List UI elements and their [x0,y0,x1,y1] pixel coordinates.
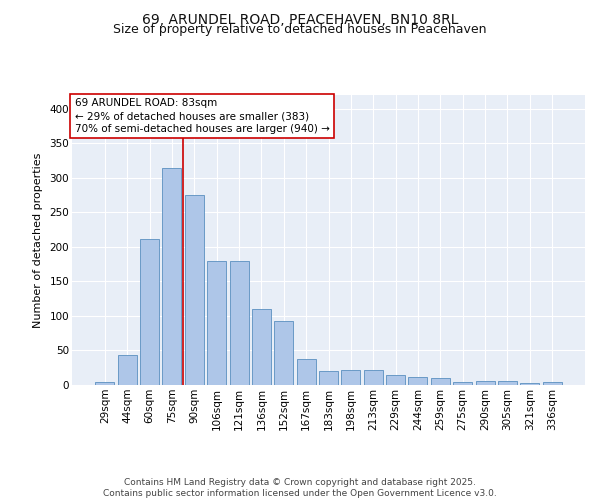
Bar [319,370,338,385]
Bar [163,168,181,385]
Bar [185,195,204,385]
Bar [520,383,539,385]
Bar [431,378,450,385]
Text: Contains HM Land Registry data © Crown copyright and database right 2025.
Contai: Contains HM Land Registry data © Crown c… [103,478,497,498]
Bar [386,376,405,385]
Y-axis label: Number of detached properties: Number of detached properties [32,152,43,328]
Bar [274,321,293,385]
Text: 69 ARUNDEL ROAD: 83sqm
← 29% of detached houses are smaller (383)
70% of semi-de: 69 ARUNDEL ROAD: 83sqm ← 29% of detached… [74,98,329,134]
Bar [118,354,137,385]
Bar [476,381,494,385]
Bar [341,370,361,385]
Bar [542,382,562,385]
Bar [364,370,383,385]
Bar [296,359,316,385]
Bar [140,238,159,385]
Bar [95,382,115,385]
Text: 69, ARUNDEL ROAD, PEACEHAVEN, BN10 8RL: 69, ARUNDEL ROAD, PEACEHAVEN, BN10 8RL [142,12,458,26]
Bar [453,382,472,385]
Bar [207,260,226,385]
Bar [230,260,248,385]
Bar [498,381,517,385]
Text: Size of property relative to detached houses in Peacehaven: Size of property relative to detached ho… [113,22,487,36]
Bar [409,376,427,385]
Bar [252,309,271,385]
